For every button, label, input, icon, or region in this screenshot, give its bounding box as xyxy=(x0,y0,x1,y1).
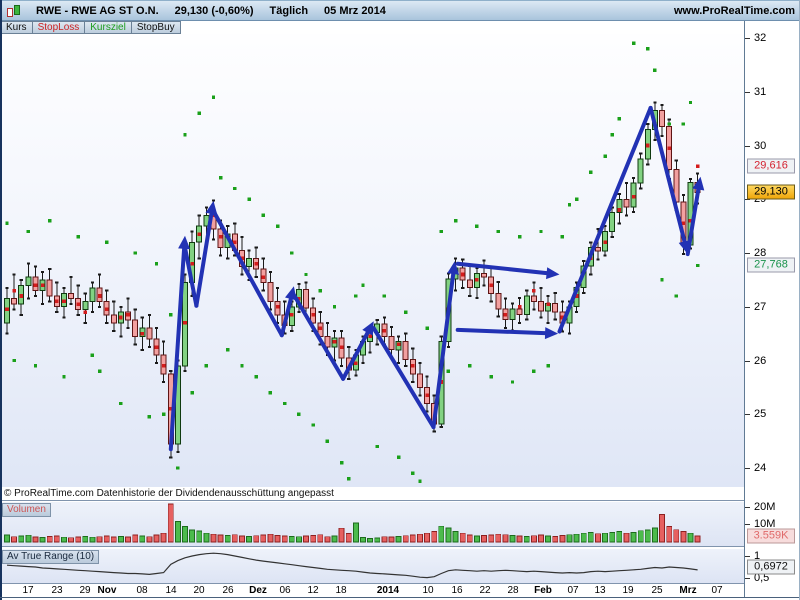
instrument-name: RWE - RWE AG ST O.N. xyxy=(36,4,159,17)
session-date: 05 Mrz 2014 xyxy=(324,4,386,17)
price-value-label: 0,6972 xyxy=(747,559,795,575)
time-axis-label: 08 xyxy=(136,585,148,596)
time-axis-label: 07 xyxy=(711,585,723,596)
price-value-label: 29,130 xyxy=(747,184,795,200)
axis-tick-label: 20M xyxy=(754,501,776,513)
time-axis-label: 13 xyxy=(594,585,606,596)
time-axis-label: 07 xyxy=(567,585,579,596)
website-link[interactable]: www.ProRealTime.com xyxy=(673,4,795,17)
axis-tick xyxy=(745,578,750,579)
time-axis-label: 29 xyxy=(79,585,91,596)
time-axis-label: 26 xyxy=(222,585,234,596)
price-axis[interactable]: 32313029282726252420M10M10,529,61629,130… xyxy=(744,21,799,597)
axis-tick xyxy=(745,414,750,415)
tab-bar: Kurs StopLoss Kursziel StopBuy xyxy=(0,21,744,34)
time-axis-label: 28 xyxy=(507,585,519,596)
axis-tick xyxy=(745,92,750,93)
time-axis-label: 20 xyxy=(193,585,205,596)
time-axis-label: 06 xyxy=(279,585,291,596)
time-axis-label: Nov xyxy=(97,585,117,596)
axis-tick-label: 1 xyxy=(754,550,761,562)
volume-chart[interactable] xyxy=(0,502,744,547)
price-value-label: 29,616 xyxy=(747,158,795,174)
time-axis-label: 25 xyxy=(651,585,663,596)
time-axis-label: 18 xyxy=(335,585,347,596)
axis-tick xyxy=(745,307,750,308)
axis-tick-label: 26 xyxy=(754,355,767,367)
time-axis-label: 12 xyxy=(307,585,319,596)
axis-tick xyxy=(745,524,750,525)
tab-kursziel[interactable]: Kursziel xyxy=(84,21,132,34)
atr-indicator-label[interactable]: Av True Range (10) xyxy=(2,550,100,564)
timeframe-label: Täglich xyxy=(269,4,309,17)
price-value-label: 27,768 xyxy=(747,257,795,273)
axis-tick-label: 10M xyxy=(754,518,776,530)
axis-tick-label: 24 xyxy=(754,462,767,474)
time-axis-label: Dez xyxy=(249,585,267,596)
time-axis-label: 17 xyxy=(22,585,34,596)
axis-tick xyxy=(745,468,750,469)
last-quote: 29,130 (-0,60%) xyxy=(174,4,254,17)
axis-tick xyxy=(745,38,750,39)
time-axis-label: 10 xyxy=(422,585,434,596)
axis-tick-label: 27 xyxy=(754,301,767,313)
window-border-left xyxy=(0,0,2,600)
title-bar: RWE - RWE AG ST O.N. 29,130 (-0,60%) Täg… xyxy=(0,0,800,21)
axis-tick-label: 30 xyxy=(754,140,767,152)
tab-stoploss[interactable]: StopLoss xyxy=(31,21,86,34)
time-axis-label: 2014 xyxy=(376,585,400,596)
axis-tick xyxy=(745,507,750,508)
time-axis-label: 16 xyxy=(451,585,463,596)
price-value-label: 3.559K xyxy=(747,528,795,544)
time-axis-label: 22 xyxy=(479,585,491,596)
axis-tick-label: 0,5 xyxy=(754,572,770,584)
axis-tick xyxy=(745,253,750,254)
axis-tick-label: 32 xyxy=(754,32,767,44)
time-axis-label: 23 xyxy=(51,585,63,596)
price-chart[interactable] xyxy=(0,34,744,487)
axis-tick xyxy=(745,361,750,362)
volume-indicator-label[interactable]: Volumen xyxy=(2,503,51,517)
axis-tick-label: 28 xyxy=(754,247,767,259)
time-axis-label: 19 xyxy=(622,585,634,596)
axis-tick xyxy=(745,556,750,557)
window-border-bottom xyxy=(0,597,800,598)
time-axis-label: Feb xyxy=(534,585,552,596)
axis-tick xyxy=(745,199,750,200)
axis-tick-label: 25 xyxy=(754,408,767,420)
tab-kurs[interactable]: Kurs xyxy=(0,21,33,34)
candlestick-icon xyxy=(6,3,20,20)
axis-tick xyxy=(745,146,750,147)
tab-stopbuy[interactable]: StopBuy xyxy=(130,21,181,34)
atr-chart[interactable] xyxy=(0,549,744,584)
axis-tick-label: 31 xyxy=(754,86,767,98)
time-axis[interactable]: 17 23 29 Nov 08 14 20 26 Dez 06 12 18 2014 10 16 22 28 Fe… xyxy=(0,584,744,597)
time-axis-label: 14 xyxy=(165,585,177,596)
time-axis-label: Mrz xyxy=(679,585,697,596)
copyright-note: © ProRealTime.com Datenhistorie der Divi… xyxy=(0,487,744,501)
